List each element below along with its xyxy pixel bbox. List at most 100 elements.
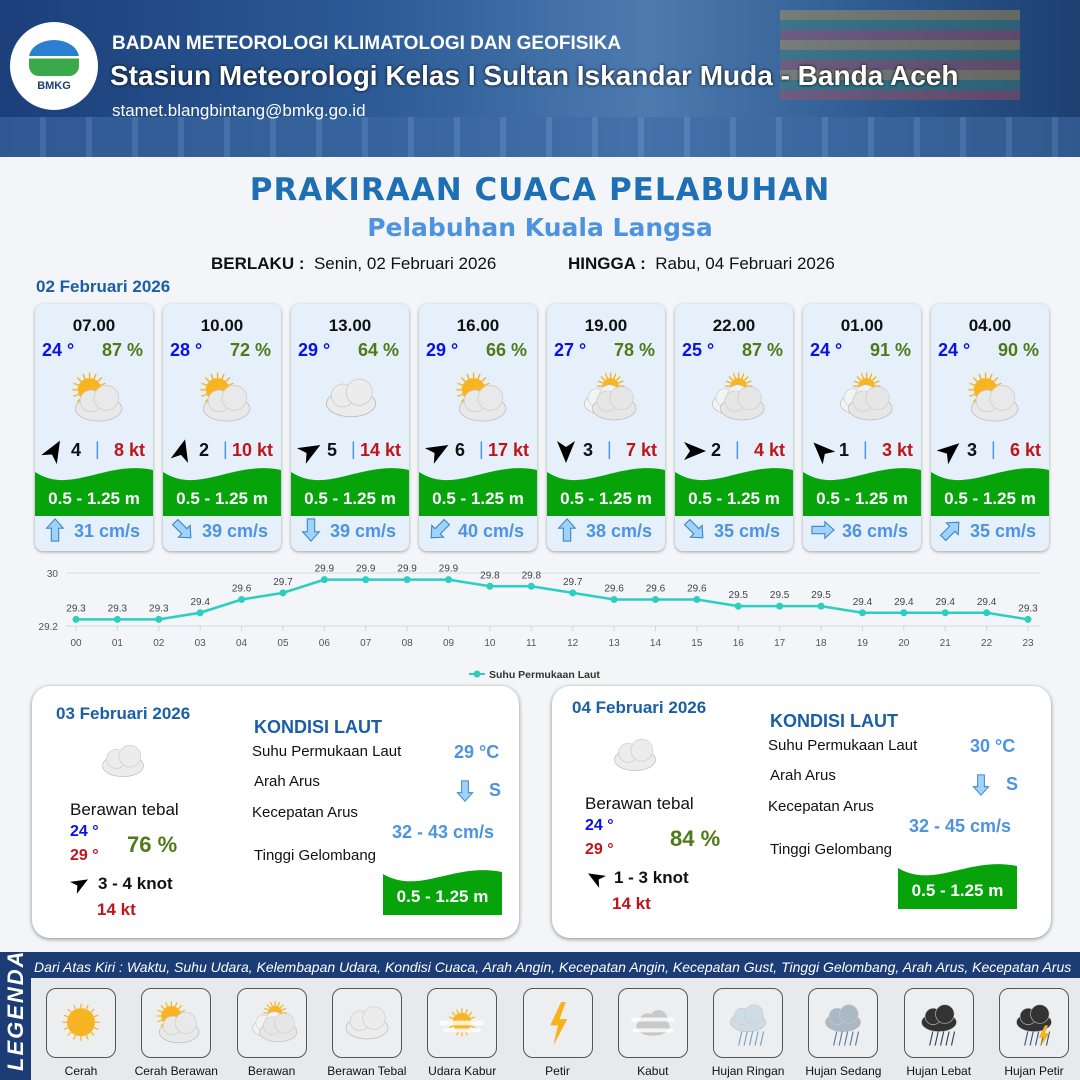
data-point[interactable]: [651, 596, 659, 603]
data-label: 29.5: [770, 590, 790, 601]
card-current-speed: 39 cm/s: [330, 521, 397, 541]
data-point[interactable]: [113, 615, 121, 623]
x-tick-label: 06: [319, 638, 331, 649]
data-label: 29.7: [563, 577, 583, 588]
hujan-ringan-icon: [713, 988, 784, 1058]
wind-direction-icon: [681, 438, 707, 464]
data-point[interactable]: [776, 602, 784, 610]
data-point[interactable]: [693, 596, 701, 603]
card-humidity: 87 %: [101, 340, 143, 360]
data-point[interactable]: [238, 596, 246, 603]
series-line: [76, 578, 1029, 621]
card-temperature: 29 °: [426, 340, 459, 360]
data-point[interactable]: [817, 602, 825, 610]
cerah-icon: [46, 988, 116, 1058]
data-label: 29.9: [439, 564, 459, 575]
data-point[interactable]: [941, 609, 949, 617]
legend-item-label: Hujan Petir: [1004, 1064, 1064, 1078]
card-wind-speed: 2: [199, 440, 210, 460]
wind-direction-icon: [69, 874, 90, 894]
data-point[interactable]: [196, 609, 204, 617]
wave-icon: [163, 464, 281, 516]
card-humidity: 64 %: [357, 340, 399, 360]
data-label: 29.4: [190, 597, 210, 608]
data-point[interactable]: [610, 596, 618, 603]
valid-from: BERLAKU : Senin, 02 Februari 2026: [211, 254, 497, 273]
sst-label: Suhu Permukaan Laut: [252, 743, 402, 760]
current-speed-value: 32 - 43 cm/s: [392, 822, 495, 842]
data-point[interactable]: [72, 615, 80, 623]
panel-humidity: 76 %: [127, 832, 178, 857]
card-current-speed: 35 cm/s: [714, 521, 781, 541]
wave-icon: [898, 860, 1017, 909]
card-humidity: 72 %: [229, 340, 271, 360]
card-wave-height: 0.5 - 1.25 m: [688, 489, 780, 508]
data-label: 29.4: [853, 597, 873, 608]
separator: |: [863, 439, 868, 459]
legend-item-label: Udara Kabur: [428, 1064, 497, 1078]
data-point[interactable]: [403, 576, 411, 584]
current-direction-icon: [939, 517, 963, 543]
panel-gust: 14 kt: [612, 894, 651, 913]
forecast-card: 22.00 25 ° 87 % 2 | 4 kt 0.5 - 1.25 m 35…: [675, 304, 793, 551]
data-point[interactable]: [983, 609, 991, 617]
data-point[interactable]: [279, 589, 287, 597]
data-label: 29.5: [729, 590, 749, 601]
wind-direction-icon: [809, 438, 836, 465]
hujan-lebat-icon: [903, 988, 974, 1058]
card-current-speed: 38 cm/s: [586, 521, 653, 541]
card-current-speed: 31 cm/s: [74, 521, 141, 541]
hujan-sedang-icon: [808, 988, 879, 1058]
data-point[interactable]: [858, 609, 866, 617]
data-point[interactable]: [155, 615, 163, 623]
card-temperature: 29 °: [298, 340, 331, 360]
card-gust: 17 kt: [487, 440, 529, 460]
x-tick-label: 18: [815, 638, 827, 649]
card-temperature: 28 °: [170, 340, 203, 360]
cerah-berawan-icon: [141, 988, 212, 1058]
card-humidity: 78 %: [613, 340, 655, 360]
data-label: 29.4: [977, 597, 997, 608]
data-label: 29.8: [522, 570, 542, 581]
separator: |: [479, 439, 484, 459]
card-time: 16.00: [456, 316, 500, 335]
data-label: 29.8: [480, 570, 500, 581]
legend-item: Udara Kabur: [416, 988, 508, 1078]
data-point[interactable]: [569, 589, 577, 597]
legend-item-label: Berawan: [247, 1064, 296, 1078]
legend-item: Petir: [512, 988, 604, 1078]
data-point[interactable]: [320, 576, 328, 584]
data-label: 29.9: [397, 564, 417, 575]
card-time: 10.00: [200, 316, 244, 335]
data-point[interactable]: [900, 609, 908, 617]
data-label: 29.5: [811, 590, 831, 601]
bmkg-logo: BMKG: [10, 22, 98, 110]
x-tick-label: 22: [981, 638, 993, 649]
x-tick-label: 13: [609, 638, 621, 649]
forecast-card: 07.00 24 ° 87 % 4 | 8 kt 0.5 - 1.25 m 31…: [35, 304, 153, 551]
current-speed-label: Kecepatan Arus: [252, 804, 358, 821]
current-direction-icon: [811, 517, 835, 543]
wind-direction-icon: [424, 438, 451, 464]
current-direction-icon: [299, 517, 323, 543]
x-tick-label: 02: [153, 638, 165, 649]
legend-item: Hujan Lebat: [893, 988, 985, 1078]
x-tick-label: 20: [898, 638, 910, 649]
cerah-berawan-weather-icon: [187, 368, 259, 428]
data-point[interactable]: [362, 576, 370, 584]
data-point[interactable]: [527, 582, 535, 590]
panel-temp-max: 29 °: [70, 847, 99, 864]
data-point[interactable]: [734, 602, 742, 610]
page-title: PRAKIRAAN CUACA PELABUHAN: [249, 172, 831, 208]
legend-description: Dari Atas Kiri : Waktu, Suhu Udara, Kele…: [34, 959, 1072, 975]
panel-condition: Berawan tebal: [70, 800, 179, 819]
data-point[interactable]: [445, 576, 453, 584]
current-speed-label: Kecepatan Arus: [768, 798, 874, 815]
legend-item: Berawan Tebal: [321, 988, 413, 1078]
sea-condition-title: KONDISI LAUT: [770, 711, 898, 731]
data-point[interactable]: [1024, 615, 1032, 623]
data-label: 29.6: [604, 584, 624, 595]
card-wind-speed: 2: [711, 440, 722, 460]
legend-series-name[interactable]: Suhu Permukaan Laut: [489, 669, 600, 681]
data-point[interactable]: [486, 582, 494, 590]
